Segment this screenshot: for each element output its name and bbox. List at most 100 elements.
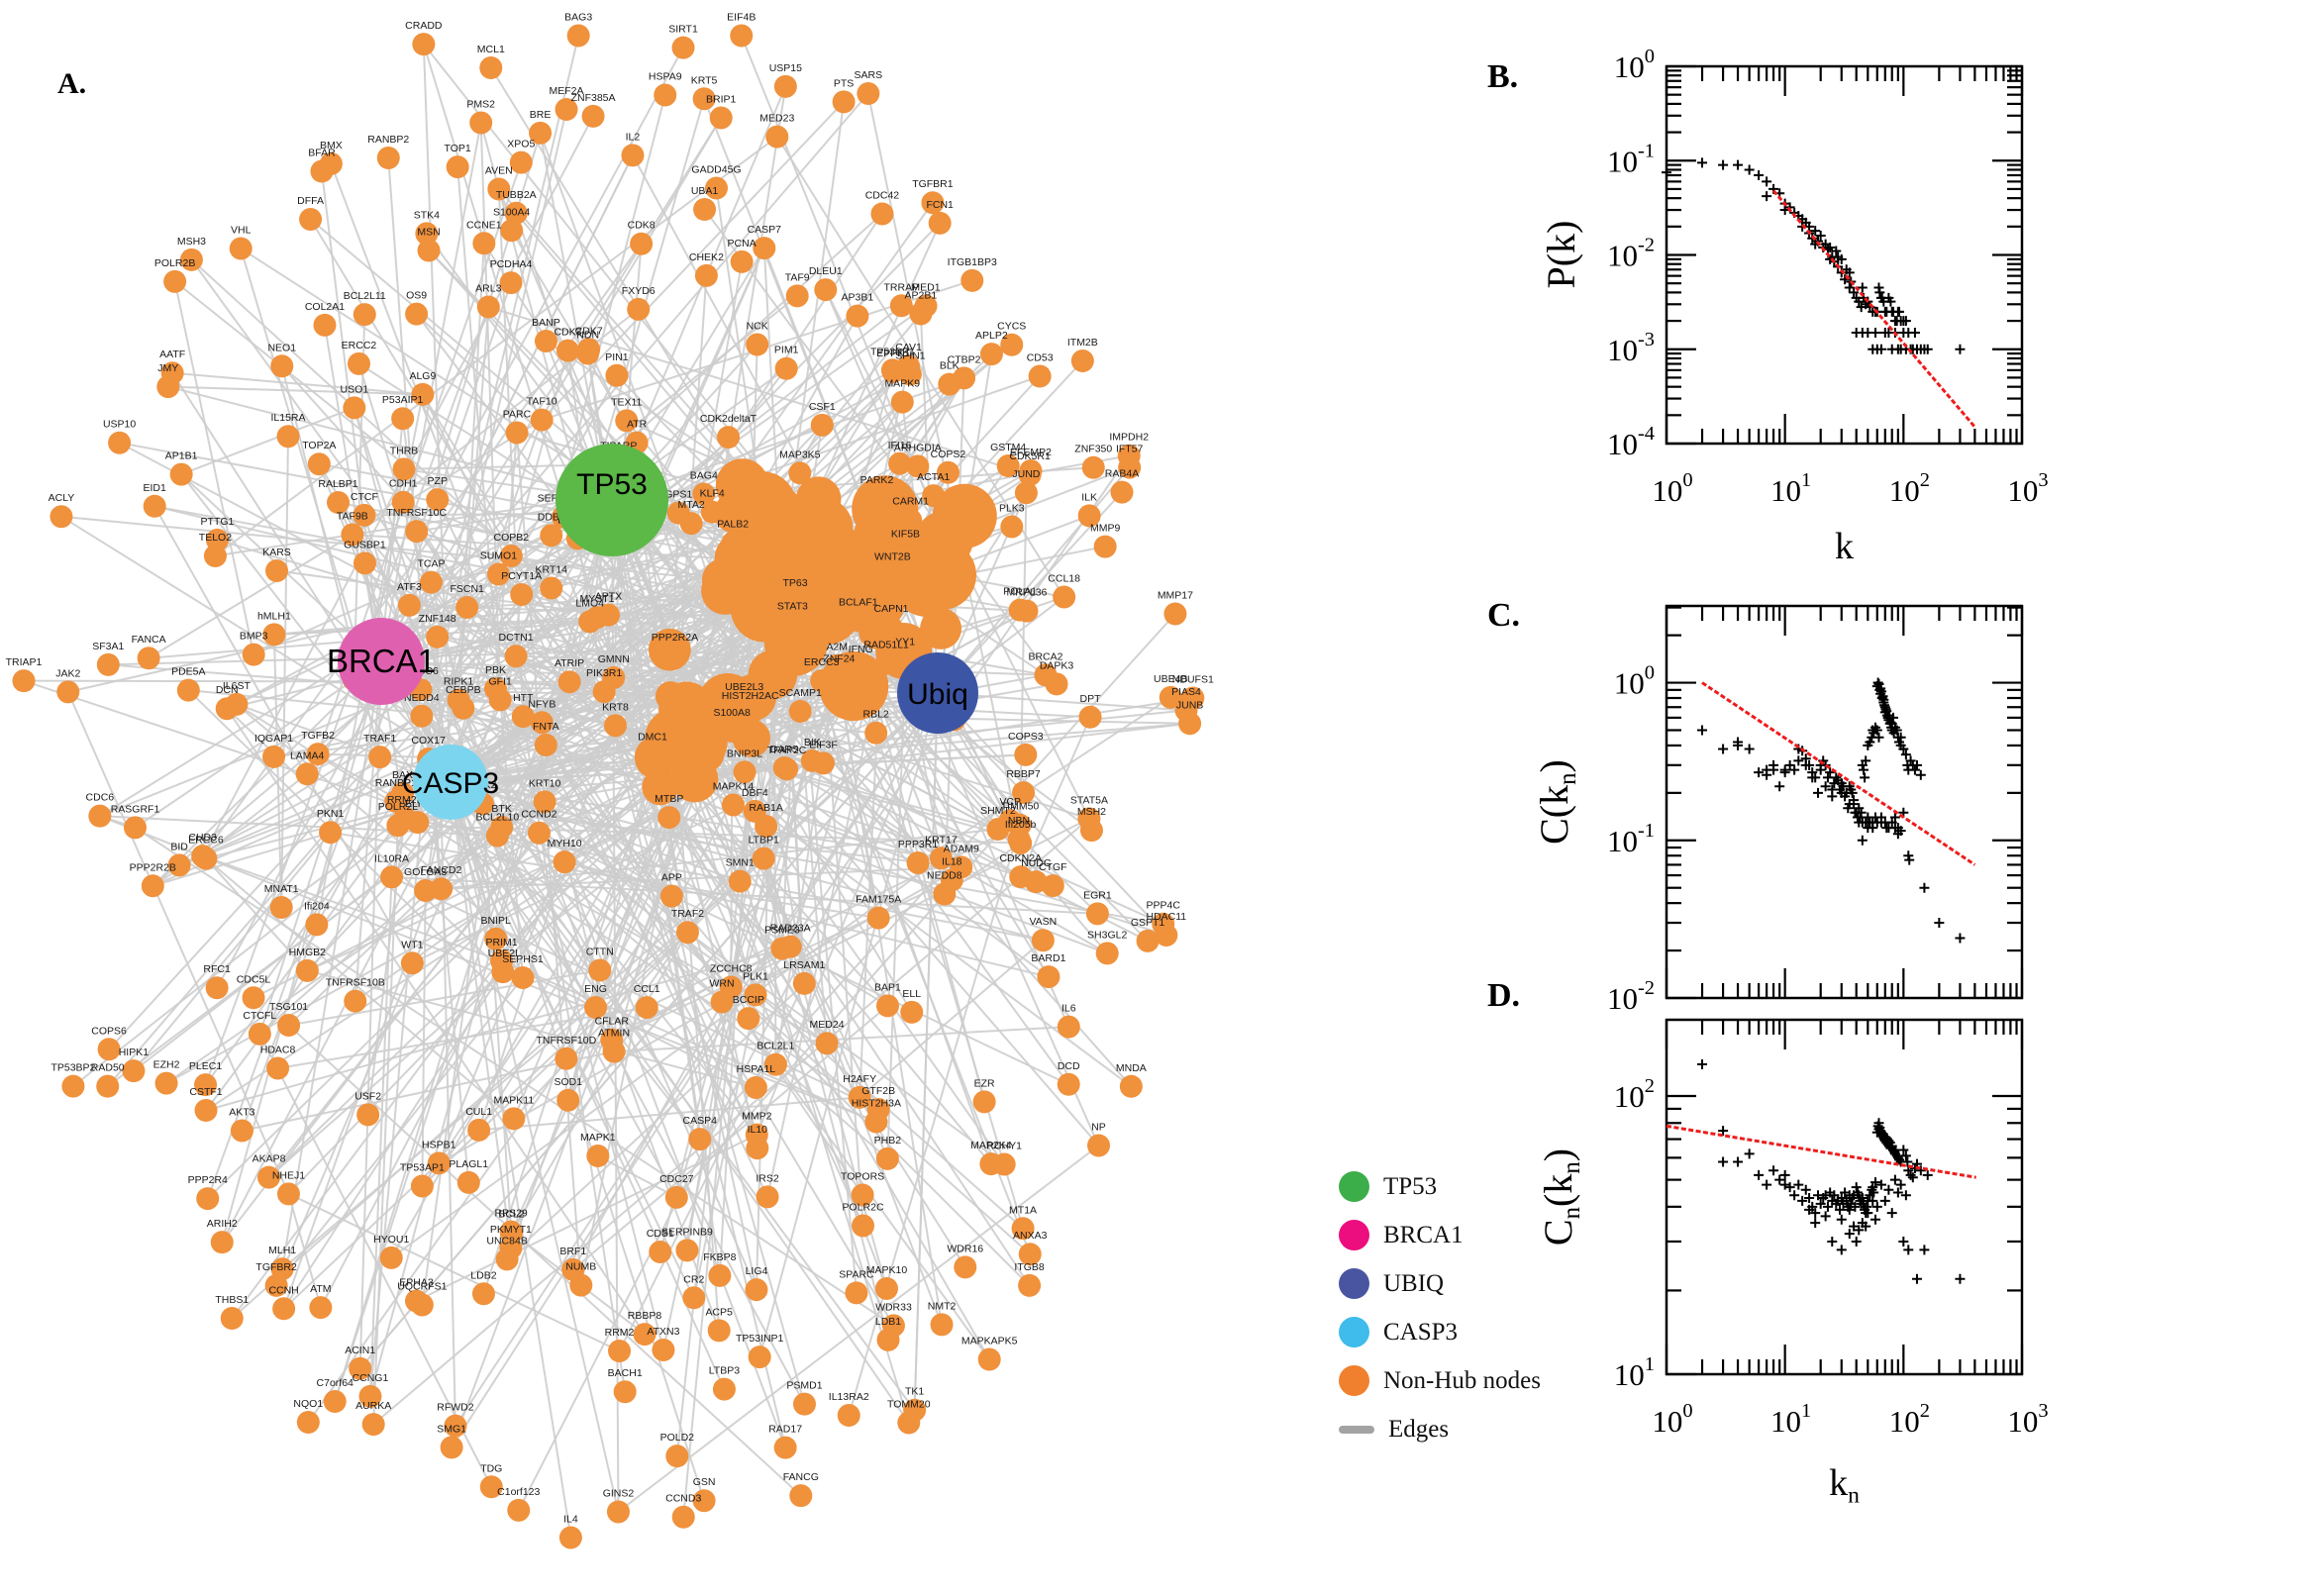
axis-ticks xyxy=(1665,64,2024,446)
gene-label: MAPK11 xyxy=(494,1094,535,1106)
gene-label: LIG4 xyxy=(746,1265,768,1277)
network-node xyxy=(755,815,778,839)
gene-label: WNT2B xyxy=(874,551,911,563)
network-node xyxy=(194,1099,218,1123)
gene-label: SERPINB9 xyxy=(661,1226,713,1238)
gene-label: LRSAM1 xyxy=(783,959,825,971)
gene-label: MED24 xyxy=(810,1019,845,1031)
gene-label: MRPL36 xyxy=(1007,587,1048,599)
network-node xyxy=(649,1240,672,1263)
network-node xyxy=(692,1489,716,1513)
gene-label: GTF2B xyxy=(861,1085,895,1097)
hub-label-tp53: TP53 xyxy=(576,468,648,501)
network-node xyxy=(491,960,515,984)
gene-label: POLR2B xyxy=(154,257,195,269)
network-node xyxy=(553,850,576,874)
gene-label: CCL1 xyxy=(634,983,660,995)
gene-label: SPARC xyxy=(839,1268,874,1280)
network-node xyxy=(530,408,554,432)
hub-label-ubiq: Ubiq xyxy=(907,678,968,711)
network-node xyxy=(343,396,366,420)
svg-text:C(kn): C(kn) xyxy=(1532,759,1581,845)
svg-text:102: 102 xyxy=(1614,1075,1655,1114)
gene-label: MAPK9 xyxy=(884,378,920,390)
gene-label: EPPK1 xyxy=(876,348,910,359)
network-node xyxy=(1081,455,1105,479)
gene-label: EZH2 xyxy=(153,1059,180,1071)
legend-item-non-hub-nodes: Non-Hub nodes xyxy=(1339,1356,1541,1405)
gene-label: AVEN xyxy=(485,164,513,176)
gene-label: ATF3 xyxy=(397,581,422,593)
network-node xyxy=(534,733,557,756)
gene-label: RRM2B xyxy=(387,794,424,806)
gene-label: BAG3 xyxy=(564,12,592,24)
gene-label: EPHA3 xyxy=(399,1276,434,1288)
gene-label: RRM2 xyxy=(605,1327,635,1339)
gene-label: TP53BP1 xyxy=(870,346,915,357)
gene-label: DCTN1 xyxy=(499,632,534,644)
gene-label: DPT xyxy=(1080,693,1102,705)
gene-label: MAPKAPK5 xyxy=(961,1336,1018,1347)
gene-label: PDE5A xyxy=(171,666,205,678)
network-node xyxy=(242,643,265,666)
network-node xyxy=(405,302,429,326)
gene-label: TRAF1 xyxy=(363,733,396,745)
gene-label: CHD3 xyxy=(188,832,217,844)
hub-label-casp3: CASP3 xyxy=(402,767,499,800)
gene-label: MNDA xyxy=(1116,1062,1147,1074)
scatter-points xyxy=(1662,157,1966,354)
legend-item-ubiq: UBIQ xyxy=(1339,1259,1541,1308)
gene-label: CSF1 xyxy=(809,401,836,413)
gene-label: WDR33 xyxy=(875,1301,912,1313)
gene-label: COPB2 xyxy=(494,532,530,544)
gene-label: ERCC3 xyxy=(804,656,840,668)
network-node xyxy=(1008,598,1032,622)
network-node xyxy=(694,263,718,287)
network-node xyxy=(996,454,1020,478)
network-node xyxy=(1057,1072,1080,1096)
gene-label: A2M xyxy=(826,642,848,653)
gene-label: HIST2H3A xyxy=(852,1098,901,1110)
panel-b-label: B. xyxy=(1487,58,1518,95)
network-node xyxy=(621,144,645,167)
network-node xyxy=(814,278,838,302)
network-node xyxy=(410,1174,434,1198)
gene-label: MED1 xyxy=(911,281,940,293)
gene-label: IMPDH2 xyxy=(1109,432,1149,444)
gene-label: CCND3 xyxy=(665,1493,701,1505)
network-node xyxy=(215,697,239,721)
network-node xyxy=(730,24,754,48)
svg-text:100: 100 xyxy=(1652,1400,1692,1439)
gene-label: FANCG xyxy=(783,1471,819,1483)
network-node xyxy=(641,744,664,767)
network-node xyxy=(507,1498,531,1522)
gene-label: APP xyxy=(661,872,682,884)
gene-label: AKT3 xyxy=(229,1107,254,1119)
network-node xyxy=(160,361,184,385)
plots: 100 101 102 10310010-110-210-310-4kP(k)B.10… xyxy=(1487,46,2049,1508)
gene-label: ACTA1 xyxy=(917,471,950,483)
network-node xyxy=(789,1484,813,1508)
gene-label: BARD1 xyxy=(1031,952,1065,964)
svg-text:10-1: 10-1 xyxy=(1607,140,1655,178)
gene-label: VASN xyxy=(1029,916,1057,928)
network-node xyxy=(299,207,323,231)
gene-label: RANBP1 xyxy=(375,777,417,789)
gene-label: AP2B1 xyxy=(905,290,938,302)
network-node xyxy=(785,284,809,308)
gene-label: GSTM4 xyxy=(990,442,1026,453)
network-node xyxy=(479,55,503,79)
network-node xyxy=(693,198,717,222)
network-node xyxy=(652,1338,675,1361)
gene-label: TDG xyxy=(480,1462,502,1474)
network-node xyxy=(417,239,441,262)
gene-label: GADD45G xyxy=(691,163,741,175)
network-node xyxy=(392,457,416,481)
gene-label: HSPA9 xyxy=(649,71,682,83)
gene-label: FNTA xyxy=(533,721,559,733)
gene-label: ILK xyxy=(1081,491,1097,503)
network-node xyxy=(936,460,960,484)
gene-label: BAG4 xyxy=(690,469,718,481)
network-node xyxy=(229,237,252,260)
network-node xyxy=(1012,781,1036,805)
